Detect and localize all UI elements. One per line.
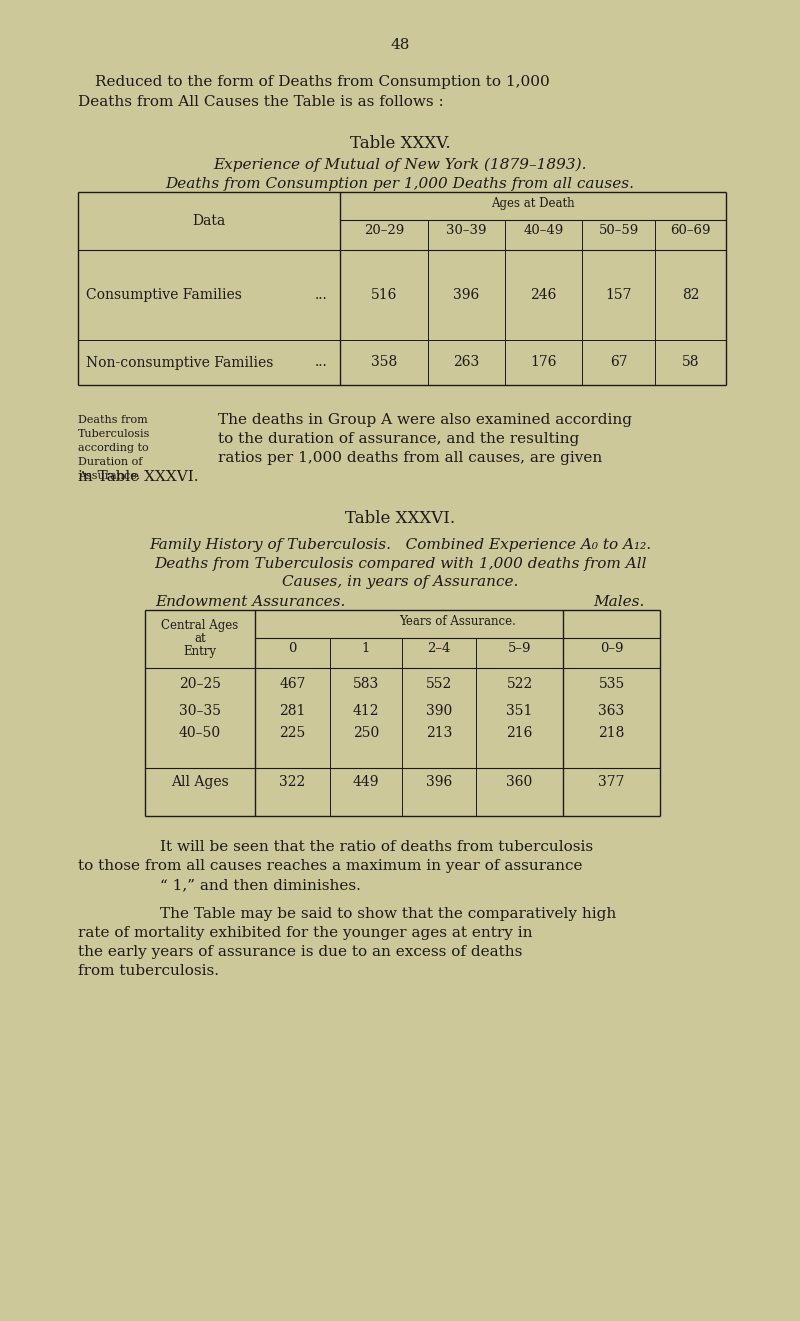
Text: according to: according to bbox=[78, 443, 149, 453]
Text: 20–25: 20–25 bbox=[179, 676, 221, 691]
Text: 0: 0 bbox=[288, 642, 297, 655]
Text: 5–9: 5–9 bbox=[508, 642, 531, 655]
Text: to the duration of assurance, and the resulting: to the duration of assurance, and the re… bbox=[218, 432, 579, 446]
Text: the early years of assurance is due to an excess of deaths: the early years of assurance is due to a… bbox=[78, 945, 522, 959]
Text: Entry: Entry bbox=[183, 646, 217, 658]
Text: 396: 396 bbox=[454, 288, 480, 303]
Text: 216: 216 bbox=[506, 727, 533, 740]
Text: Central Ages: Central Ages bbox=[162, 620, 238, 633]
Text: All Ages: All Ages bbox=[171, 775, 229, 789]
Text: 467: 467 bbox=[279, 676, 306, 691]
Text: It will be seen that the ratio of deaths from tuberculosis: It will be seen that the ratio of deaths… bbox=[160, 840, 593, 853]
Text: Causes, in years of Assurance.: Causes, in years of Assurance. bbox=[282, 575, 518, 589]
Text: Non-consumptive Families: Non-consumptive Families bbox=[86, 355, 274, 370]
Text: 40–50: 40–50 bbox=[179, 727, 221, 740]
Text: Reduced to the form of Deaths from Consumption to 1,000: Reduced to the form of Deaths from Consu… bbox=[95, 75, 550, 89]
Text: 263: 263 bbox=[454, 355, 480, 370]
Text: 358: 358 bbox=[371, 355, 397, 370]
Text: Data: Data bbox=[192, 214, 226, 229]
Text: 390: 390 bbox=[426, 704, 452, 719]
Text: 58: 58 bbox=[682, 355, 699, 370]
Text: 60–69: 60–69 bbox=[670, 225, 710, 236]
Text: 246: 246 bbox=[530, 288, 557, 303]
Text: 322: 322 bbox=[279, 775, 306, 789]
Text: 535: 535 bbox=[598, 676, 625, 691]
Text: Family History of Tuberculosis.   Combined Experience A₀ to A₁₂.: Family History of Tuberculosis. Combined… bbox=[149, 538, 651, 552]
Text: Assurance.: Assurance. bbox=[78, 472, 140, 481]
Text: 552: 552 bbox=[426, 676, 452, 691]
Text: 213: 213 bbox=[426, 727, 452, 740]
Text: in Table XXXVI.: in Table XXXVI. bbox=[78, 470, 198, 483]
Text: 522: 522 bbox=[506, 676, 533, 691]
Text: Ages at Death: Ages at Death bbox=[491, 197, 575, 210]
Text: 516: 516 bbox=[371, 288, 397, 303]
Text: 281: 281 bbox=[279, 704, 306, 719]
Text: 30–39: 30–39 bbox=[446, 225, 486, 236]
Text: from tuberculosis.: from tuberculosis. bbox=[78, 964, 219, 978]
Text: 412: 412 bbox=[353, 704, 379, 719]
Text: The deaths in Group A were also examined according: The deaths in Group A were also examined… bbox=[218, 413, 632, 427]
Text: Table XXXVI.: Table XXXVI. bbox=[345, 510, 455, 527]
Text: 157: 157 bbox=[606, 288, 632, 303]
Text: 218: 218 bbox=[598, 727, 625, 740]
Text: Deaths from All Causes the Table is as follows :: Deaths from All Causes the Table is as f… bbox=[78, 95, 444, 110]
Text: ...: ... bbox=[315, 288, 328, 303]
Text: 583: 583 bbox=[353, 676, 379, 691]
Text: 20–29: 20–29 bbox=[364, 225, 404, 236]
Text: Deaths from: Deaths from bbox=[78, 415, 148, 425]
Text: “ 1,” and then diminishes.: “ 1,” and then diminishes. bbox=[160, 878, 361, 892]
Text: 176: 176 bbox=[530, 355, 557, 370]
Text: 2–4: 2–4 bbox=[427, 642, 450, 655]
Text: 0–9: 0–9 bbox=[600, 642, 623, 655]
Text: Years of Assurance.: Years of Assurance. bbox=[399, 616, 516, 627]
Text: 360: 360 bbox=[506, 775, 533, 789]
Text: 449: 449 bbox=[353, 775, 379, 789]
Text: Deaths from Consumption per 1,000 Deaths from all causes.: Deaths from Consumption per 1,000 Deaths… bbox=[166, 177, 634, 192]
Text: 40–49: 40–49 bbox=[523, 225, 564, 236]
Text: 67: 67 bbox=[610, 355, 627, 370]
Text: 30–35: 30–35 bbox=[179, 704, 221, 719]
Text: 351: 351 bbox=[506, 704, 533, 719]
Text: 363: 363 bbox=[598, 704, 625, 719]
Text: Tuberculosis: Tuberculosis bbox=[78, 429, 150, 439]
Text: 50–59: 50–59 bbox=[598, 225, 638, 236]
Text: 377: 377 bbox=[598, 775, 625, 789]
Text: Experience of Mutual of New York (1879–1893).: Experience of Mutual of New York (1879–1… bbox=[214, 159, 586, 173]
Text: 250: 250 bbox=[353, 727, 379, 740]
Text: 225: 225 bbox=[279, 727, 306, 740]
Text: ratios per 1,000 deaths from all causes, are given: ratios per 1,000 deaths from all causes,… bbox=[218, 450, 602, 465]
Text: Males.: Males. bbox=[594, 594, 645, 609]
Text: 82: 82 bbox=[682, 288, 699, 303]
Text: at: at bbox=[194, 633, 206, 646]
Text: Duration of: Duration of bbox=[78, 457, 142, 468]
Text: Consumptive Families: Consumptive Families bbox=[86, 288, 242, 303]
Text: ...: ... bbox=[315, 355, 328, 370]
Text: 1: 1 bbox=[362, 642, 370, 655]
Text: Deaths from Tuberculosis compared with 1,000 deaths from All: Deaths from Tuberculosis compared with 1… bbox=[154, 557, 646, 571]
Text: 48: 48 bbox=[390, 38, 410, 52]
Text: Endowment Assurances.: Endowment Assurances. bbox=[155, 594, 346, 609]
Text: The Table may be said to show that the comparatively high: The Table may be said to show that the c… bbox=[160, 908, 616, 921]
Text: rate of mortality exhibited for the younger ages at entry in: rate of mortality exhibited for the youn… bbox=[78, 926, 533, 941]
Text: 396: 396 bbox=[426, 775, 452, 789]
Text: to those from all causes reaches a maximum in year of assurance: to those from all causes reaches a maxim… bbox=[78, 859, 582, 873]
Text: Table XXXV.: Table XXXV. bbox=[350, 135, 450, 152]
